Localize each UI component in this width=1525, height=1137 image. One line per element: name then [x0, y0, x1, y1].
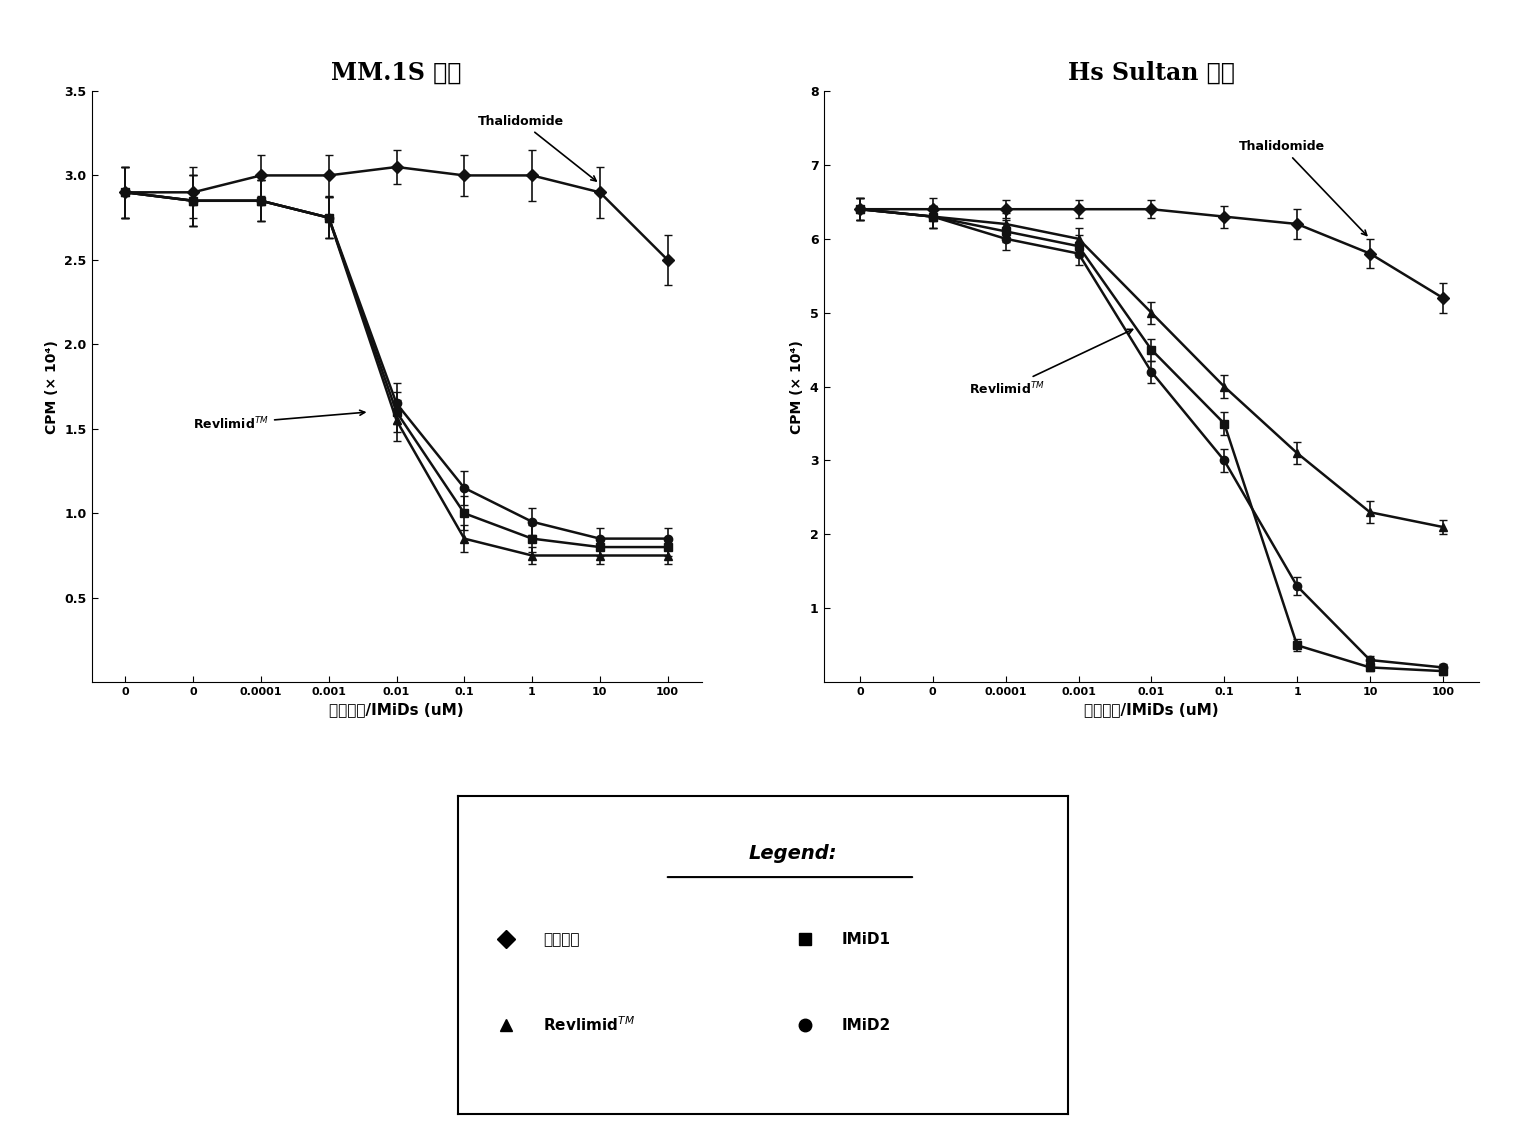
X-axis label: 沙利度胺/IMiDs (uM): 沙利度胺/IMiDs (uM)	[1084, 703, 1218, 717]
Title: Hs Sultan 细胞: Hs Sultan 细胞	[1068, 61, 1235, 85]
Y-axis label: CPM (× 10⁴): CPM (× 10⁴)	[44, 340, 59, 433]
Text: Revlimid$^{TM}$: Revlimid$^{TM}$	[970, 330, 1133, 397]
Text: Revlimid$^{TM}$: Revlimid$^{TM}$	[194, 410, 364, 432]
Text: Revlimid$^{TM}$: Revlimid$^{TM}$	[543, 1015, 634, 1035]
Text: Thalidomide: Thalidomide	[1238, 140, 1366, 235]
X-axis label: 沙利度胺/IMiDs (uM): 沙利度胺/IMiDs (uM)	[329, 703, 464, 717]
Text: 沙利度胺: 沙利度胺	[543, 931, 580, 947]
Text: Thalidomide: Thalidomide	[477, 115, 596, 181]
Y-axis label: CPM (× 10⁴): CPM (× 10⁴)	[790, 340, 804, 433]
Text: Legend:: Legend:	[749, 844, 837, 863]
Text: IMiD2: IMiD2	[842, 1018, 891, 1032]
Title: MM.1S 细胞: MM.1S 细胞	[331, 61, 462, 85]
Text: IMiD1: IMiD1	[842, 931, 891, 947]
